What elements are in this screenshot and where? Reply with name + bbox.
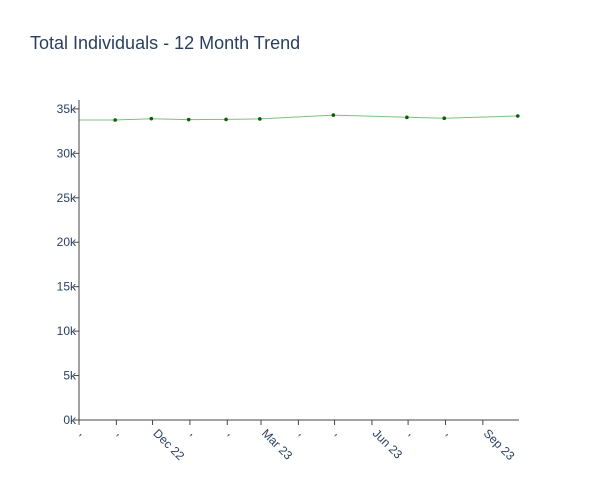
y-tick-label: 5k xyxy=(63,369,77,383)
y-tick-label: 25k xyxy=(57,191,77,205)
data-point xyxy=(332,113,336,117)
data-point xyxy=(224,118,228,122)
data-point xyxy=(516,114,520,118)
x-tick-label: , xyxy=(296,426,308,438)
series-line xyxy=(79,115,518,120)
x-tick-label: , xyxy=(77,426,89,438)
x-tick-label: , xyxy=(443,426,455,438)
x-tick-label: Sep 23 xyxy=(481,426,518,463)
x-tick-label: Mar 23 xyxy=(259,426,296,463)
x-tick-label: , xyxy=(332,426,344,438)
x-tick-label: , xyxy=(114,426,126,438)
y-tick-label: 10k xyxy=(57,324,77,338)
y-tick-label: 15k xyxy=(57,280,77,294)
x-tick-label: , xyxy=(406,426,418,438)
data-point xyxy=(405,116,409,120)
y-tick-label: 35k xyxy=(57,102,77,116)
y-tick-label: 30k xyxy=(57,146,77,160)
y-axis-ticks: 0k 5k 10k 15k 20k 25k 30k 35k xyxy=(57,102,79,427)
y-tick-label: 0k xyxy=(63,413,77,427)
y-tick-label: 20k xyxy=(57,235,77,249)
x-tick-label: , xyxy=(188,426,200,438)
x-tick-label: Jun 23 xyxy=(370,426,406,462)
data-point xyxy=(442,116,446,120)
data-point xyxy=(258,117,262,121)
x-tick-label: Dec 22 xyxy=(150,426,187,463)
x-axis-ticks: ,, Dec 22,, Mar 23,, Jun 23,, Sep 23 xyxy=(77,420,518,463)
x-tick-label: , xyxy=(225,426,237,438)
data-point xyxy=(187,118,191,122)
data-point xyxy=(150,117,154,121)
data-point xyxy=(113,118,117,122)
